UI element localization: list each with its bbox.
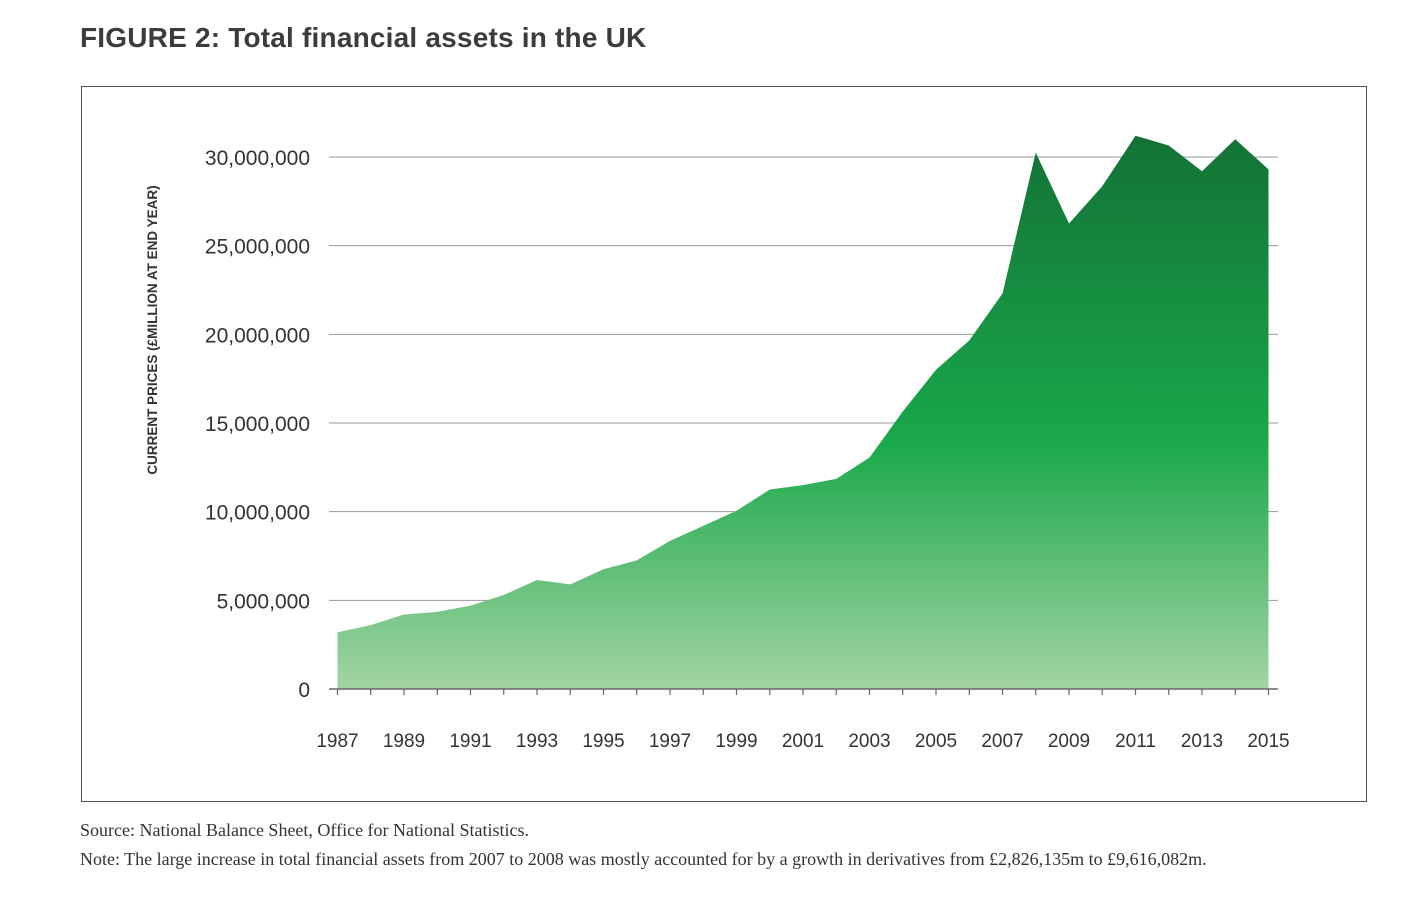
chart-frame	[81, 86, 1367, 802]
y-tick-label: 20,000,000	[205, 324, 310, 347]
x-tick-label: 1997	[649, 731, 691, 752]
y-axis-label: CURRENT PRICES (£MILLION AT END YEAR)	[145, 185, 160, 474]
footnote: Note: The large increase in total financ…	[80, 849, 1207, 869]
y-axis: 0 5,000,000 10,000,000 15,000,000 20,000,000…	[205, 147, 310, 702]
x-tick-label: 1991	[449, 731, 491, 752]
area-fill	[337, 135, 1269, 690]
x-tick-label: 1993	[516, 731, 558, 752]
y-tick-label: 10,000,000	[205, 502, 310, 525]
x-tick-label: 1989	[383, 731, 425, 752]
y-tick-label: 25,000,000	[205, 236, 310, 259]
y-tick-label: 30,000,000	[205, 147, 310, 170]
x-tick-label: 2001	[782, 731, 824, 752]
x-tick-label: 2011	[1115, 731, 1156, 752]
x-tick-label: 2015	[1247, 731, 1289, 752]
x-tick-label: 1987	[316, 731, 358, 752]
x-tick-label: 2003	[848, 731, 890, 752]
y-tick-label: 0	[298, 679, 310, 702]
x-tick-label: 2009	[1048, 731, 1090, 752]
x-tick-label: 1999	[715, 731, 757, 752]
figure-title: FIGURE 2: Total financial assets in the …	[80, 22, 647, 53]
x-tick-label: 2005	[915, 731, 957, 752]
x-tick-label: 2013	[1181, 731, 1223, 752]
x-tick-label: 2007	[981, 731, 1023, 752]
y-tick-label: 5,000,000	[217, 590, 310, 613]
y-tick-label: 15,000,000	[205, 413, 310, 436]
x-tick-label: 1995	[582, 731, 624, 752]
x-axis	[329, 688, 1278, 695]
area-series	[337, 135, 1269, 690]
x-axis-labels: 1987 1989 1991 1993 1995 1997 1999 2001 2003 2005…	[316, 731, 1289, 752]
source-note: Source: National Balance Sheet, Office f…	[80, 820, 530, 840]
